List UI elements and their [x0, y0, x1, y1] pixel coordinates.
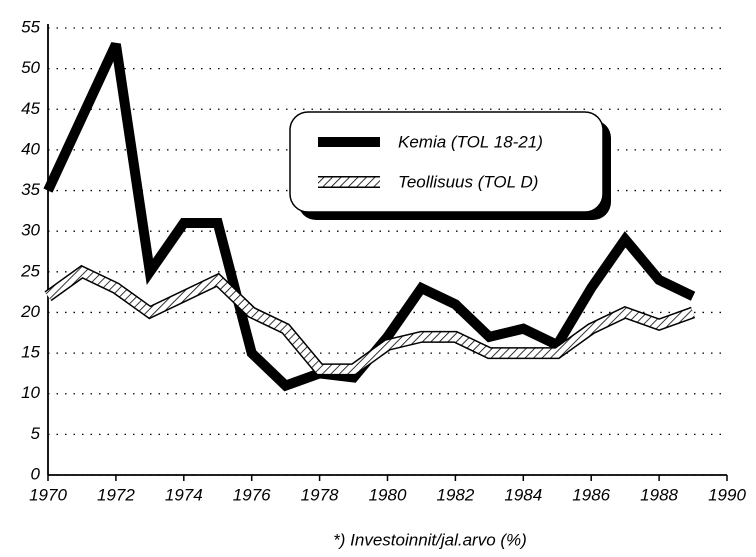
y-tick-label: 45 — [21, 99, 40, 118]
y-tick-label: 55 — [21, 17, 40, 36]
y-tick-label: 10 — [21, 383, 40, 402]
x-tick-label: 1978 — [301, 485, 339, 504]
y-tick-label: 0 — [31, 464, 41, 483]
x-tick-label: 1972 — [97, 485, 135, 504]
y-tick-label: 20 — [20, 302, 40, 321]
y-tick-label: 40 — [21, 139, 40, 158]
y-tick-label: 25 — [20, 261, 40, 280]
x-tick-label: 1988 — [640, 485, 678, 504]
y-tick-label: 30 — [21, 221, 40, 240]
y-tick-label: 15 — [21, 343, 40, 362]
x-tick-label: 1986 — [572, 485, 610, 504]
x-tick-label: 1982 — [436, 485, 474, 504]
series-line — [45, 266, 695, 374]
y-tick-label: 35 — [21, 180, 40, 199]
legend-label: Kemia (TOL 18-21) — [398, 132, 543, 151]
x-tick-label: 1970 — [29, 485, 67, 504]
y-tick-label: 5 — [31, 424, 41, 443]
x-tick-label: 1974 — [165, 485, 203, 504]
x-tick-label: 1990 — [708, 485, 746, 504]
x-tick-label: 1976 — [233, 485, 271, 504]
legend-box — [289, 111, 604, 213]
x-tick-label: 1984 — [504, 485, 542, 504]
x-tick-label: 1980 — [369, 485, 407, 504]
legend-label: Teollisuus (TOL D) — [398, 172, 538, 191]
x-axis-label: *) Investoinnit/jal.arvo (%) — [333, 530, 527, 549]
y-tick-label: 50 — [21, 58, 40, 77]
legend: Kemia (TOL 18-21) Teollisuus (TOL D) — [289, 111, 611, 220]
